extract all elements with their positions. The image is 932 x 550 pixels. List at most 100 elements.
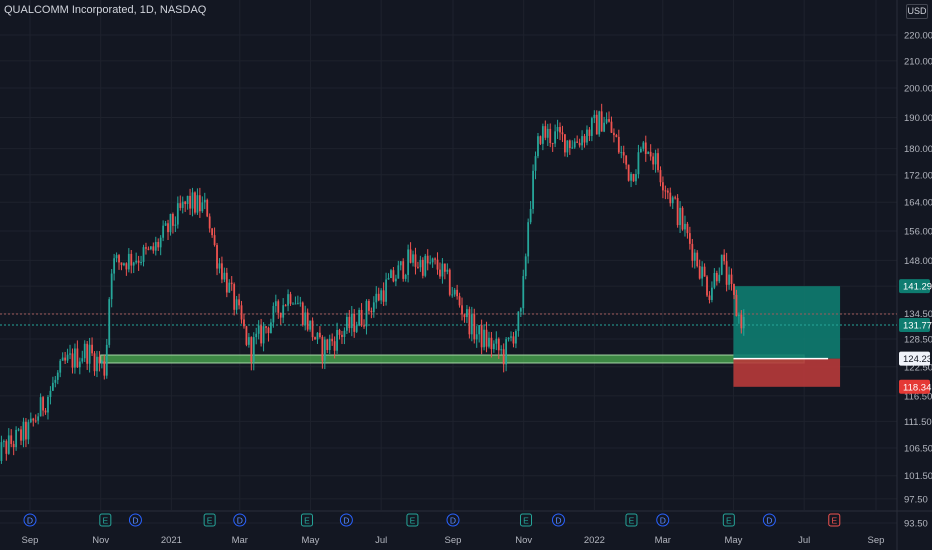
candle-body [350, 314, 353, 329]
candle-body [17, 429, 20, 431]
currency-button[interactable]: USD [906, 4, 928, 19]
x-tick-label: Mar [655, 535, 671, 546]
candle-body [179, 203, 182, 208]
candle-body [235, 299, 238, 310]
y-tick-label: 116.50 [904, 391, 932, 402]
candle-body [316, 332, 319, 340]
candle-body [20, 429, 22, 441]
candle-body [279, 312, 282, 318]
candle-body [458, 296, 461, 306]
candle-body [394, 278, 397, 282]
candle-body [252, 337, 255, 362]
x-tick-label: Mar [232, 535, 248, 546]
candle-body [203, 199, 206, 203]
candle-body [265, 326, 267, 328]
candle-body [113, 258, 116, 274]
event-marker-label: E [207, 515, 213, 525]
candle-body [284, 305, 287, 307]
candle-body [718, 274, 721, 282]
candle-body [693, 252, 696, 261]
candle-body [639, 148, 642, 153]
candle-body [637, 152, 640, 175]
candle-body [69, 353, 71, 355]
candle-body [196, 195, 199, 213]
y-tick-label: 122.50 [904, 362, 932, 373]
y-tick-label: 172.00 [904, 170, 932, 181]
candle-body [620, 152, 623, 154]
candle-body [230, 282, 233, 285]
entry-price-label-box [899, 351, 930, 366]
candle-body [64, 357, 67, 361]
candle-body [630, 173, 632, 181]
candle-body [375, 293, 378, 303]
candle-body [419, 259, 422, 268]
candle-body [622, 152, 625, 156]
candle-body [277, 301, 280, 313]
y-tick-label: 148.00 [904, 256, 932, 267]
y-tick-label: 190.00 [904, 113, 932, 124]
candle-body [586, 129, 588, 143]
candle-body [647, 151, 650, 154]
candle-body [311, 320, 314, 338]
event-marker-label: E [410, 515, 416, 525]
candle-body [120, 262, 123, 266]
candle-body [12, 443, 15, 448]
candle-body [561, 132, 564, 135]
candle-body [595, 114, 598, 135]
candle-body [110, 273, 113, 300]
candle-body [635, 174, 637, 182]
candle-body [88, 344, 91, 364]
candle-body [654, 153, 657, 165]
candle-body [289, 294, 292, 304]
candle-body [147, 248, 150, 250]
candle-body [679, 207, 681, 226]
candle-body [37, 416, 40, 421]
candle-body [304, 312, 307, 325]
candle-body [365, 300, 368, 327]
candle-body [201, 202, 204, 212]
candle-body [456, 289, 459, 297]
candle-body [198, 195, 201, 212]
y-axis: 93.50 97.50 101.50 106.50 111.50 116.50 122.50… [899, 31, 932, 530]
y-tick-label: 134.50 [904, 309, 932, 320]
candle-body [341, 334, 343, 337]
candle-body [59, 360, 62, 373]
x-tick-label: Sep [22, 535, 39, 546]
candle-body [468, 309, 471, 335]
candle-body [140, 261, 142, 263]
candle-body [125, 263, 128, 270]
candle-body [441, 263, 444, 277]
candle-body [512, 336, 515, 344]
candle-body [659, 170, 662, 183]
candle-body [74, 348, 76, 368]
candle-body [564, 134, 566, 153]
y-tick-label: 200.00 [904, 84, 932, 95]
candle-body [566, 140, 569, 153]
candle-body [39, 397, 42, 417]
candle-body [517, 311, 520, 331]
candle-body [615, 135, 618, 137]
candle-body [321, 337, 324, 361]
candle-body [576, 141, 579, 143]
candle-body [421, 259, 424, 276]
candle-body [627, 164, 630, 181]
candle-body [211, 228, 214, 236]
event-marker-label: E [831, 515, 837, 525]
candle-body [417, 266, 419, 268]
earnings-marker-icon [520, 513, 533, 527]
candle-body [176, 203, 179, 225]
candle-body [154, 242, 157, 251]
candle-body [524, 256, 527, 277]
candle-body [495, 338, 498, 344]
candle-body [137, 260, 140, 263]
candle-body [706, 276, 708, 296]
candle-body [245, 326, 248, 345]
earnings-marker-icon [99, 513, 112, 527]
candle-body [54, 379, 57, 383]
candle-body [309, 320, 312, 330]
candle-body [294, 303, 297, 305]
candle-body [2, 441, 5, 443]
event-marker-label: E [304, 515, 310, 525]
candle-body [642, 142, 645, 149]
